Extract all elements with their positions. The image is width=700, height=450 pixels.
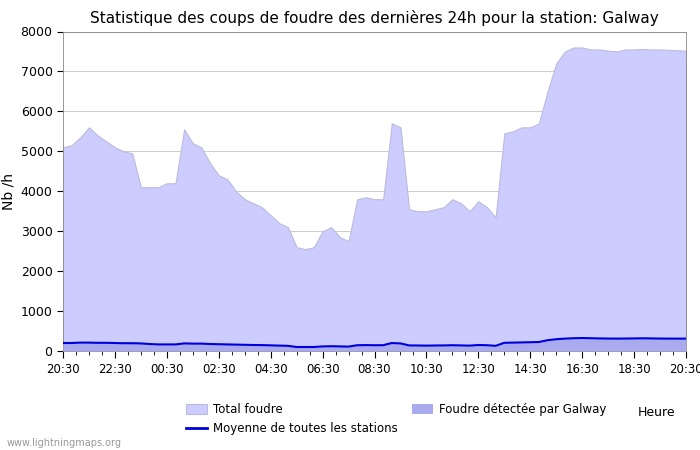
Legend: Total foudre, Moyenne de toutes les stations, Foudre détectée par Galway: Total foudre, Moyenne de toutes les stat… [181,398,611,440]
Text: Heure: Heure [638,405,676,418]
Text: www.lightningmaps.org: www.lightningmaps.org [7,438,122,448]
Y-axis label: Nb /h: Nb /h [1,173,15,210]
Title: Statistique des coups de foudre des dernières 24h pour la station: Galway: Statistique des coups de foudre des dern… [90,10,659,26]
